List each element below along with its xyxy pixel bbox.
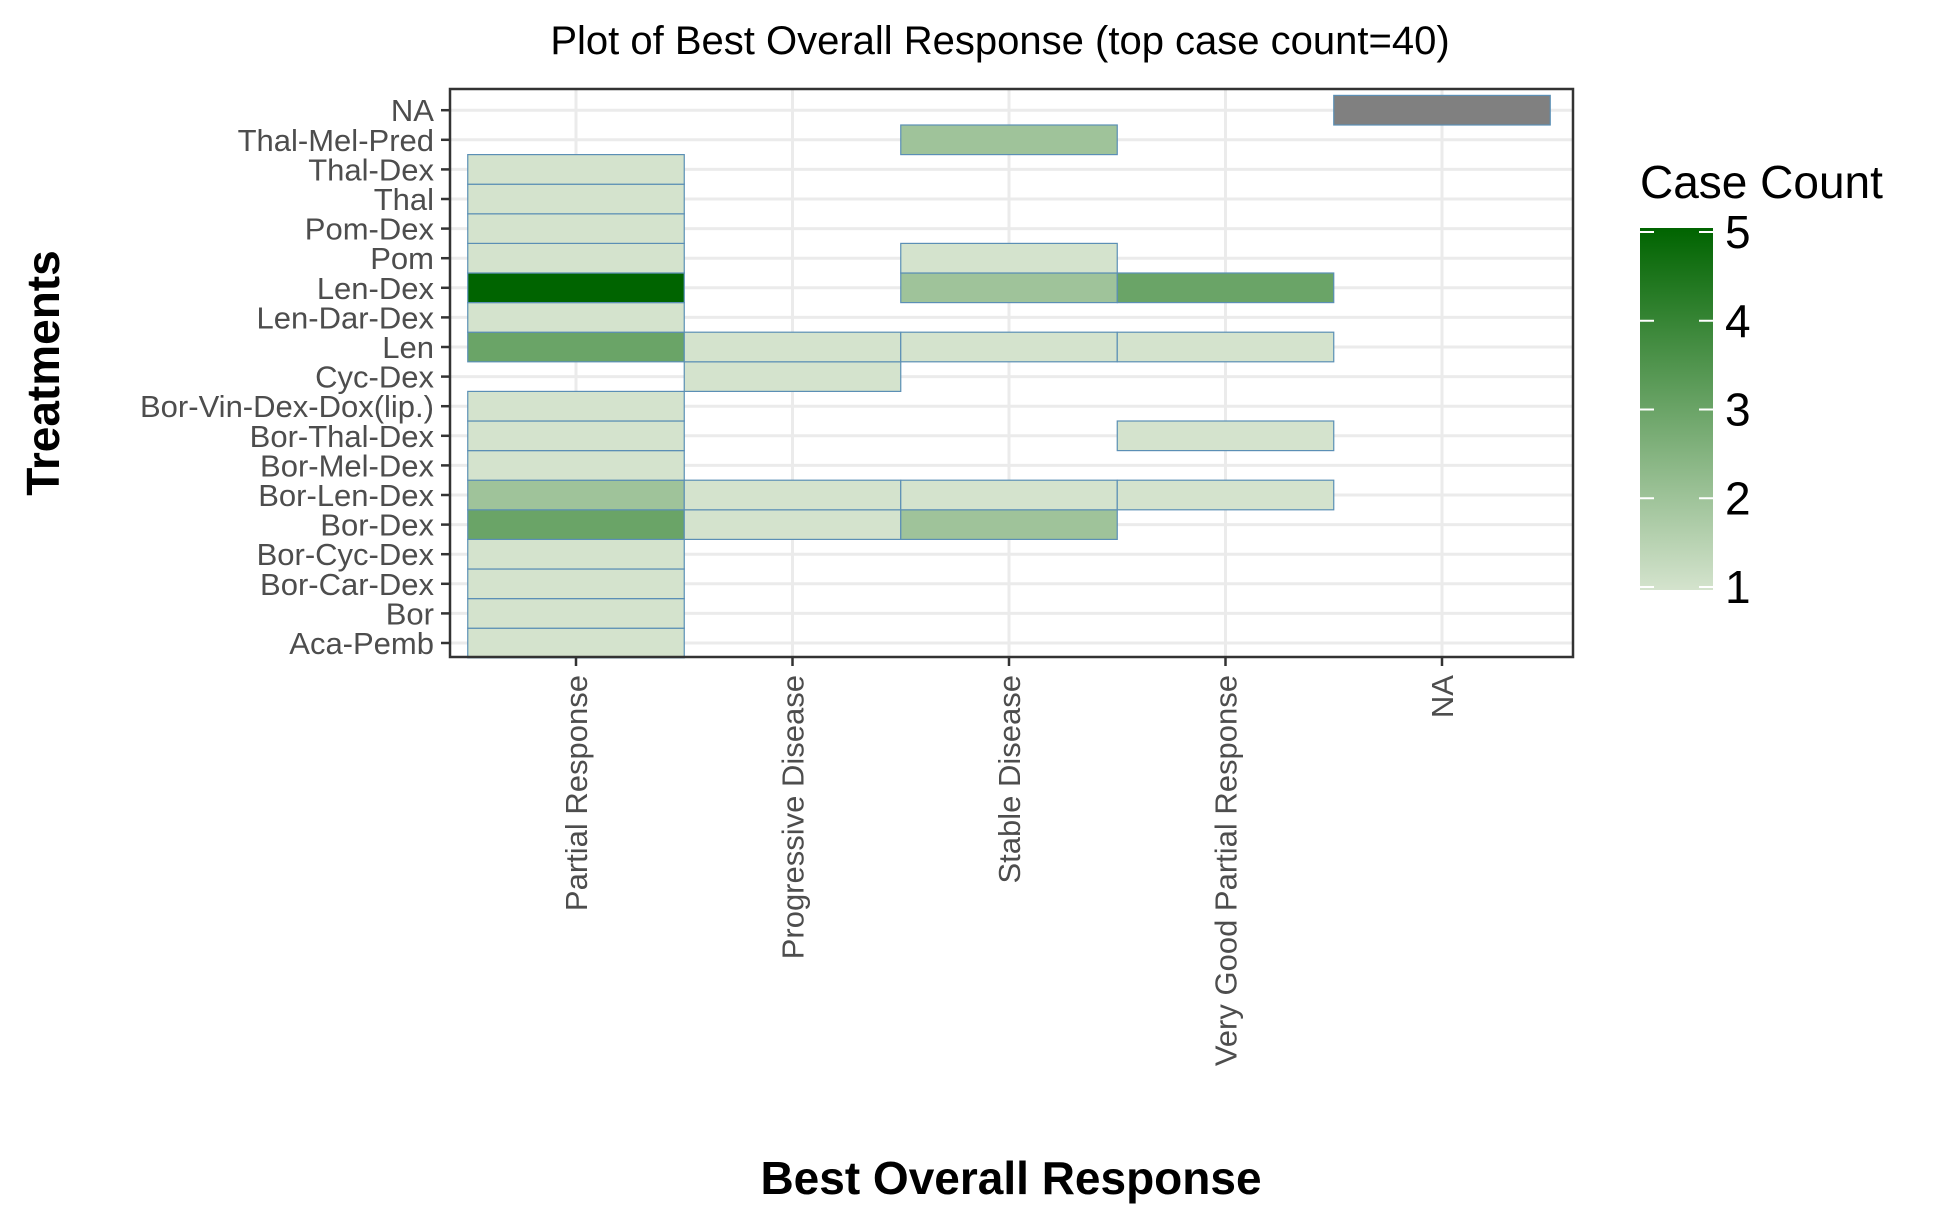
heatmap-cell [467,450,685,481]
chart-title: Plot of Best Overall Response (top case … [550,19,1449,63]
heatmap-cell [467,538,685,570]
heatmap-cell [900,242,1118,274]
heatmap-cell [1116,331,1335,363]
y-tick-label: Thal [374,182,434,217]
legend: Case Count 1 2 3 4 5 [1640,156,1883,613]
heatmap-cell [467,331,685,363]
y-tick-label: Thal-Dex [308,152,434,187]
legend-ticks: 1 2 3 4 5 [1640,206,1751,613]
y-tick-label: Len-Dex [317,271,435,306]
heatmap-cell [1116,272,1335,304]
y-tick-label: Bor-Car-Dex [260,567,434,602]
heatmap-cell [467,272,685,304]
y-axis-ticks: Aca-PembBorBor-Car-DexBor-Cyc-DexBor-Dex… [140,93,450,661]
legend-tick-label: 4 [1725,295,1751,347]
legend-tick-label: 5 [1725,206,1751,258]
legend-tick-label: 1 [1725,561,1751,613]
y-tick-label: Len [382,330,434,365]
heatmap-cell [467,183,685,215]
legend-title: Case Count [1640,156,1883,208]
y-tick-label: Aca-Pemb [289,626,434,661]
heatmap-cell [1116,420,1335,452]
heatmap-cell [467,390,685,422]
heatmap-cell [467,302,685,333]
heatmap-cell [900,272,1118,304]
heatmap-cell [683,331,902,363]
heatmap-cell [467,213,685,245]
heatmap-cell [467,242,685,274]
heatmap-cell [467,154,685,185]
y-tick-label: Bor-Dex [320,508,434,543]
heatmap-cell [467,597,685,629]
heatmap-cell [683,509,902,540]
heatmap-cell [467,420,685,452]
y-tick-label: Bor-Len-Dex [258,478,434,513]
heatmap-cell [683,479,902,511]
x-tick-label: Progressive Disease [776,675,811,959]
x-tick-label: Very Good Partial Response [1209,675,1244,1066]
heatmap-cell [1116,479,1335,511]
heatmap-cell [900,509,1118,540]
y-tick-label: Pom [370,241,434,276]
x-tick-label: Partial Response [559,675,594,911]
heatmap-cells [467,94,1551,659]
y-tick-label: NA [391,93,434,128]
y-tick-label: Bor-Thal-Dex [250,419,435,454]
y-tick-label: Bor [386,596,434,631]
y-tick-label: Thal-Mel-Pred [238,123,434,158]
x-tick-label: Stable Disease [992,675,1027,884]
plot-panel [448,87,1575,659]
y-tick-label: Cyc-Dex [315,360,434,395]
legend-tick-label: 2 [1725,472,1751,524]
legend-tick-label: 3 [1725,384,1751,436]
heatmap-cell [683,361,902,392]
y-tick-label: Bor-Cyc-Dex [257,537,435,572]
heatmap-cell [467,568,685,600]
heatmap-cell [900,479,1118,511]
heatmap-cell [467,479,685,511]
x-tick-label: NA [1425,675,1460,718]
y-axis-title: Treatments [17,250,69,495]
heatmap-cell [1333,94,1551,126]
heatmap-cell [467,509,685,540]
y-tick-label: Pom-Dex [305,212,435,247]
x-axis-title: Best Overall Response [760,1152,1261,1204]
heatmap-cell [900,124,1118,156]
heatmap-cell [900,331,1118,363]
y-tick-label: Bor-Vin-Dex-Dox(lip.) [140,389,434,424]
y-tick-label: Bor-Mel-Dex [260,448,434,483]
x-axis-ticks: Partial Response Progressive Disease Stabl… [559,657,1460,1066]
heatmap-cell [467,627,685,659]
y-tick-label: Len-Dar-Dex [257,300,435,335]
